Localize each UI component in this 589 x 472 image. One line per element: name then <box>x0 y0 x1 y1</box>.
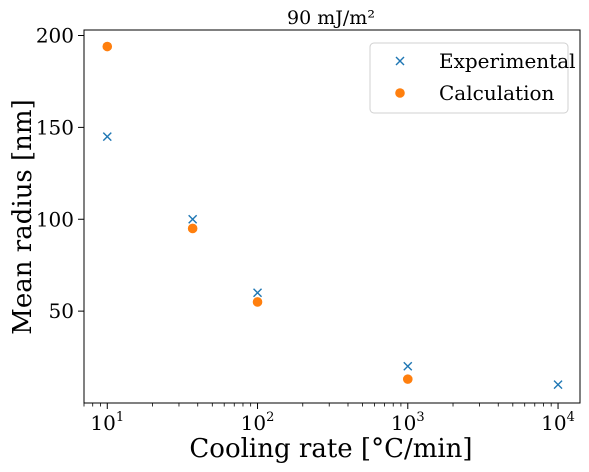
chart-title: 90 mJ/m² <box>287 7 375 29</box>
y-tick-label: 200 <box>36 24 74 48</box>
x-tick-label: 103 <box>391 410 425 435</box>
calculation-point <box>102 41 113 52</box>
calculation-point <box>187 223 198 234</box>
y-tick-label: 100 <box>36 207 74 231</box>
x-tick-label: 102 <box>241 410 275 435</box>
legend-box <box>369 42 569 114</box>
experimental-point <box>553 380 563 390</box>
y-tick-label: 150 <box>36 115 74 139</box>
legend-label-experimental: Experimental <box>439 49 576 73</box>
experimental-point <box>102 132 112 142</box>
legend-marker-calculation <box>395 88 405 98</box>
experimental-point <box>188 214 198 224</box>
y-axis-label: Mean radius [nm] <box>8 99 38 334</box>
legend-marker-experimental <box>395 56 405 66</box>
y-tick-label: 50 <box>49 299 74 323</box>
calculation-point <box>402 374 413 384</box>
experimental-point <box>403 361 413 371</box>
x-tick-label: 104 <box>541 410 575 435</box>
x-axis: 101 102 103 104 <box>83 403 575 435</box>
legend: Experimental Calculation <box>369 42 576 114</box>
legend-label-calculation: Calculation <box>439 81 555 105</box>
x-axis-label: Cooling rate [°C/min] <box>189 434 472 464</box>
data-points <box>102 41 563 390</box>
experimental-point <box>253 288 263 298</box>
x-tick-label: 101 <box>90 410 124 435</box>
plot-area <box>83 29 581 404</box>
calculation-point <box>252 297 263 307</box>
y-axis: 50 100 150 200 <box>36 24 84 323</box>
